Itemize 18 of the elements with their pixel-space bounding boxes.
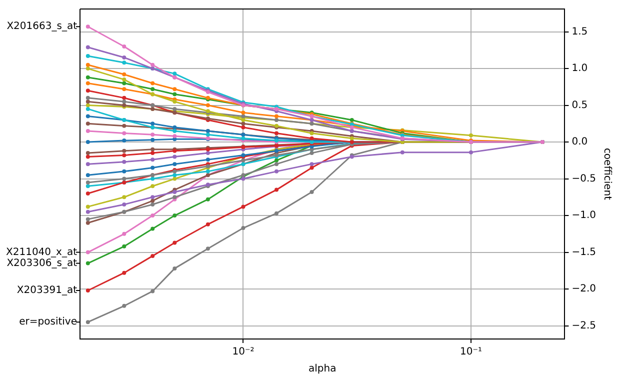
y-tick-label: 1.0 <box>572 63 588 74</box>
series-label: er=positive <box>19 316 77 328</box>
y-tick-label: 0.0 <box>572 136 588 148</box>
y-tick-label: −0.5 <box>572 173 596 184</box>
y-tick-label: −2.0 <box>572 284 596 295</box>
series-label: X211040_x_at <box>6 246 78 258</box>
x-tick-label: 10⁻¹ <box>460 346 482 358</box>
y-tick-label: 0.5 <box>572 100 588 111</box>
series-label: X203391_at <box>16 285 78 296</box>
y-axis-title: coefficient <box>601 148 612 200</box>
y-tick-label: −1.0 <box>572 210 596 222</box>
x-axis-title: alpha <box>308 364 336 375</box>
series-label: X201663_s_at <box>6 21 78 32</box>
y-tick-label: 1.5 <box>572 26 588 38</box>
y-tick-label: −2.5 <box>572 320 596 332</box>
series-label: X203306_s_at <box>6 258 78 269</box>
y-tick-label: −1.5 <box>572 246 596 258</box>
x-tick-label: 10⁻² <box>232 346 254 358</box>
